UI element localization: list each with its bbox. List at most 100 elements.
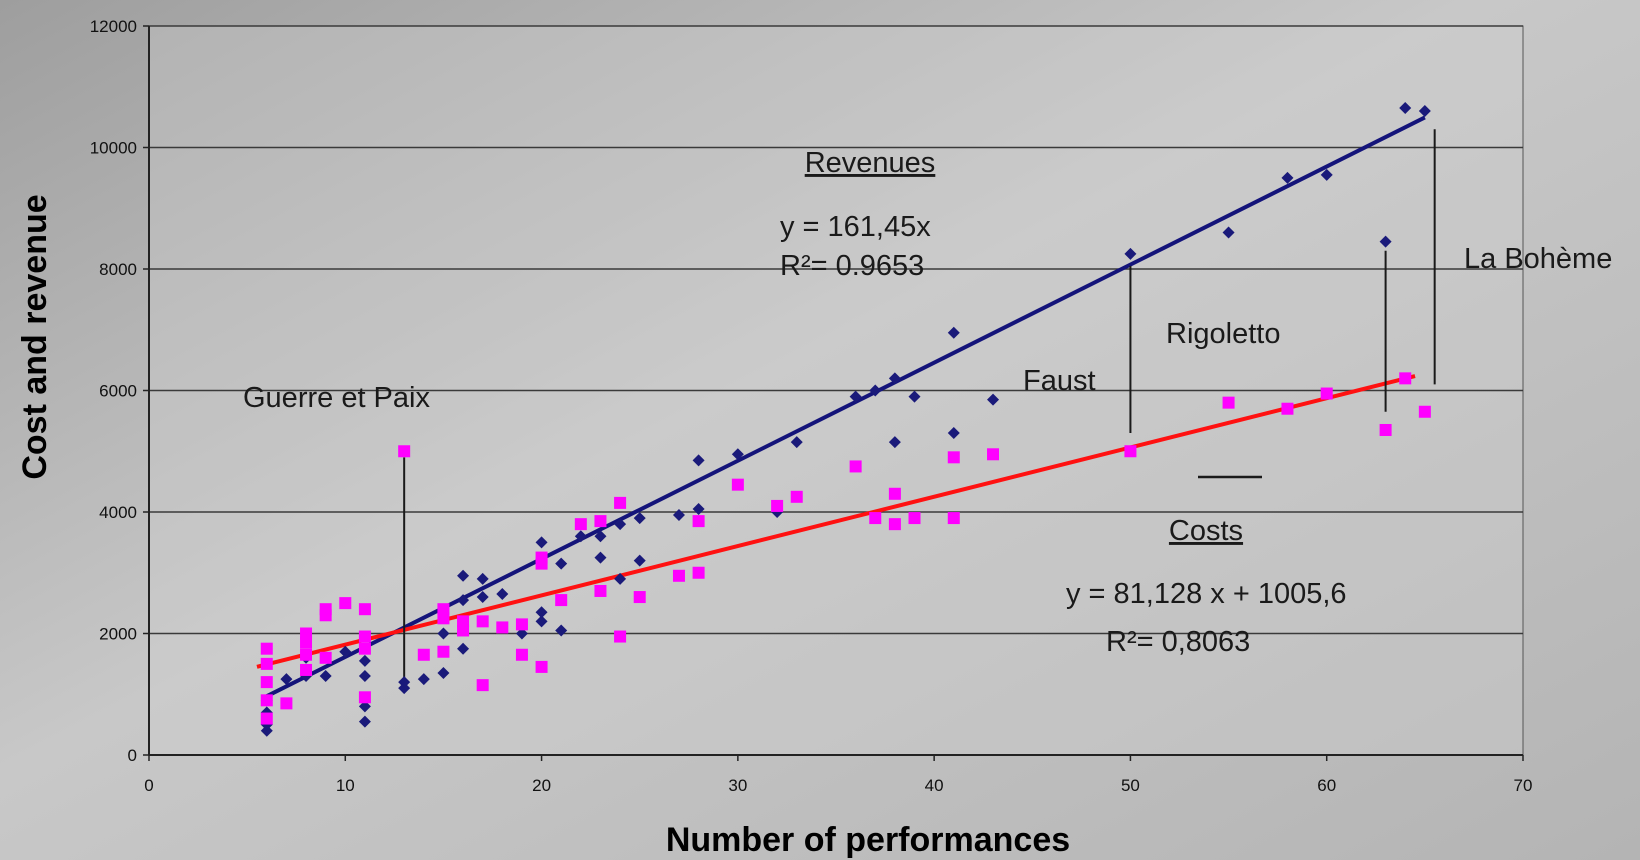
- cost-point: [260, 642, 273, 655]
- opera-label-rigoletto: Rigoletto: [1166, 318, 1280, 350]
- revenue-point: [555, 557, 568, 570]
- cost-point: [535, 551, 548, 564]
- revenue-point: [692, 502, 705, 515]
- revenue-point: [496, 588, 509, 601]
- revenue-point: [476, 572, 489, 585]
- revenue-point: [574, 530, 587, 543]
- cost-point: [692, 566, 705, 579]
- revenue-point: [535, 606, 548, 619]
- cost-point: [1418, 405, 1431, 418]
- revenue-point: [1418, 105, 1431, 118]
- revenue-point: [888, 436, 901, 449]
- cost-point: [790, 490, 803, 503]
- x-tick-label: 50: [1121, 776, 1140, 795]
- cost-point: [555, 594, 568, 607]
- cost-point: [869, 512, 882, 525]
- x-tick-label: 60: [1317, 776, 1336, 795]
- revenue-point: [888, 372, 901, 385]
- x-tick-label: 20: [532, 776, 551, 795]
- revenue-point: [790, 436, 803, 449]
- x-tick-label: 70: [1514, 776, 1533, 795]
- cost-point: [300, 663, 313, 676]
- revenue-point: [987, 393, 1000, 406]
- revenue-point: [437, 627, 450, 640]
- cost-point: [300, 636, 313, 649]
- cost-point: [358, 642, 371, 655]
- cost-point: [515, 648, 528, 661]
- cost-point: [947, 451, 960, 464]
- cost-point: [260, 676, 273, 689]
- cost-point: [771, 499, 784, 512]
- cost-point: [319, 603, 332, 616]
- cost-point: [614, 630, 627, 643]
- cost-point: [358, 603, 371, 616]
- cost-point: [1320, 387, 1333, 400]
- x-tick-label: 30: [728, 776, 747, 795]
- cost-point: [437, 645, 450, 658]
- cost-point: [358, 691, 371, 704]
- cost-point: [260, 657, 273, 670]
- cost-equation: y = 81,128 x + 1005,6: [1066, 578, 1347, 610]
- revenue-point: [594, 530, 607, 543]
- x-axis-title: Number of performances: [666, 821, 1070, 859]
- revenue-label: Revenues: [805, 147, 936, 179]
- revenue-point: [947, 326, 960, 339]
- cost-point: [280, 697, 293, 710]
- revenue-point: [358, 700, 371, 713]
- cost-point: [437, 603, 450, 616]
- data-points: [260, 102, 1431, 737]
- cost-point: [594, 584, 607, 597]
- revenue-point: [319, 670, 332, 683]
- cost-point: [300, 648, 313, 661]
- cost-point: [908, 512, 921, 525]
- revenue-point: [633, 554, 646, 567]
- revenue-point: [358, 715, 371, 728]
- revenue-point: [672, 509, 685, 522]
- cost-point: [672, 569, 685, 582]
- revenue-point: [633, 512, 646, 525]
- cost-point: [260, 694, 273, 707]
- revenue-point: [947, 427, 960, 440]
- revenue-point: [417, 673, 430, 686]
- cost-point: [398, 445, 411, 458]
- cost-point: [476, 679, 489, 692]
- y-tick-label: 2000: [99, 625, 137, 644]
- y-tick-label: 4000: [99, 503, 137, 522]
- revenue-point: [260, 724, 273, 737]
- y-tick-label: 0: [128, 746, 137, 765]
- cost-point: [417, 648, 430, 661]
- revenue-point: [457, 594, 470, 607]
- revenue-point: [358, 654, 371, 667]
- y-axis-title: Cost and revenue: [16, 194, 54, 479]
- revenue-point: [535, 615, 548, 628]
- revenue-point: [555, 624, 568, 637]
- revenue-point: [1320, 168, 1333, 181]
- revenue-point: [358, 670, 371, 683]
- cost-point: [457, 624, 470, 637]
- cost-point: [476, 615, 489, 628]
- cost-point: [1399, 372, 1412, 385]
- cost-point: [1124, 445, 1137, 458]
- y-tick-label: 12000: [90, 17, 137, 36]
- revenue-point: [339, 645, 352, 658]
- cost-point: [319, 651, 332, 664]
- y-tick-label: 6000: [99, 382, 137, 401]
- opera-brackets: [403, 129, 1436, 686]
- revenue-point: [398, 676, 411, 689]
- cost-point: [888, 518, 901, 531]
- revenue-point: [398, 682, 411, 695]
- revenue-point: [457, 642, 470, 655]
- cost-point: [437, 612, 450, 625]
- revenue-point: [437, 666, 450, 679]
- cost-trendline: [256, 374, 1416, 669]
- revenue-point: [457, 569, 470, 582]
- revenue-point: [535, 536, 548, 549]
- cost-r2: R²= 0,8063: [1106, 626, 1250, 658]
- revenue-point: [1124, 247, 1137, 260]
- cost-point: [849, 460, 862, 473]
- cost-point: [260, 712, 273, 725]
- revenue-point: [614, 572, 627, 585]
- y-tick-label: 10000: [90, 139, 137, 158]
